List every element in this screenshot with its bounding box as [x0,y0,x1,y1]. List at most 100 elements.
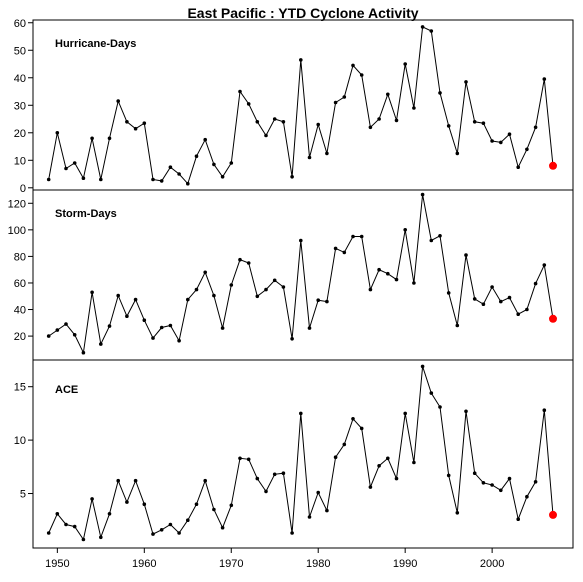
data-point [377,267,381,272]
data-point [290,531,294,535]
data-point [516,312,520,317]
data-point [264,489,268,494]
panels: 0 10 20 30 40 50 60 Hurricane-Days 20 40 60 80 100 12… [8,18,574,570]
data-point [159,528,164,532]
data-point [351,417,355,421]
data-point [394,118,399,123]
data-point [81,176,86,180]
data-point [72,333,77,337]
data-point [342,250,347,255]
data-point [394,277,399,282]
data-point [377,117,381,121]
data-point [481,121,486,125]
data-point [386,456,390,461]
data-point [116,293,120,298]
data-point [533,281,538,286]
data-point [299,238,303,243]
data-point [107,324,112,328]
data-point [533,125,538,130]
data-point [377,464,381,468]
data-point [438,91,442,95]
data-point [290,175,294,179]
data-point [368,287,373,292]
data-point [159,325,164,330]
data-point [333,100,338,105]
y-tick-label: 5 [20,489,26,501]
series-line [48,194,554,355]
data-point [325,299,329,304]
y-tick-label: 30 [14,100,26,112]
data-point [359,234,364,239]
data-point [116,478,120,483]
data-point [194,154,199,158]
data-point [446,124,451,128]
data-point [412,460,416,465]
data-point [168,522,173,527]
data-point [420,364,425,369]
data-point [507,132,512,136]
data-point [99,342,103,346]
x-tick-label: 1980 [306,558,330,570]
panel-label: Hurricane-Days [55,38,136,50]
data-point [307,326,312,330]
data-point [429,391,434,395]
data-point [386,92,390,97]
data-point [525,307,529,312]
x-tick-label: 2000 [480,558,504,570]
panel-label: ACE [55,384,78,396]
data-point [264,133,268,138]
data-point [64,166,68,171]
data-point [55,328,60,332]
data-point [72,161,77,165]
data-point [533,480,538,484]
data-point [299,58,303,62]
x-tick-label: 1960 [132,558,156,570]
data-point [464,80,468,84]
data-point [455,151,460,156]
data-point [72,524,77,529]
data-point [229,161,234,165]
series-line [48,366,554,541]
data-point [246,102,251,106]
data-point [403,62,408,66]
data-point [542,408,547,413]
data-point [220,175,225,179]
data-point [151,336,155,340]
panel-hurricane-days: 0 10 20 30 40 50 60 Hurricane-Days [14,18,574,195]
data-point [168,323,173,328]
data-point [412,106,416,110]
data-point [194,502,199,507]
y-tick-label: 50 [14,45,26,57]
data-point [481,481,486,485]
data-point [46,177,51,182]
data-point [490,285,494,289]
data-point [238,89,242,94]
data-point [46,531,51,535]
data-point [490,483,494,487]
data-point [403,228,408,232]
chart-title: East Pacific : YTD Cyclone Activity [187,5,418,21]
y-tick-label: 10 [14,155,26,167]
data-point [168,165,173,169]
y-tick-label: 120 [8,198,26,210]
data-point [351,63,355,68]
data-point [316,490,321,495]
data-point [90,136,94,141]
current-year-point [549,161,557,170]
data-point [525,494,529,499]
data-point [455,511,460,515]
data-point [281,285,286,289]
data-point [203,137,207,142]
y-tick-label: 10 [14,435,26,447]
data-point [107,512,112,516]
y-tick-label: 20 [14,331,26,343]
data-point [99,535,103,540]
data-point [359,73,364,77]
data-point [455,323,460,328]
data-point [133,478,138,483]
x-tick-label: 1950 [45,558,69,570]
data-point [394,476,399,481]
panel-frame [32,359,574,549]
data-point [464,409,468,414]
data-point [438,405,442,409]
